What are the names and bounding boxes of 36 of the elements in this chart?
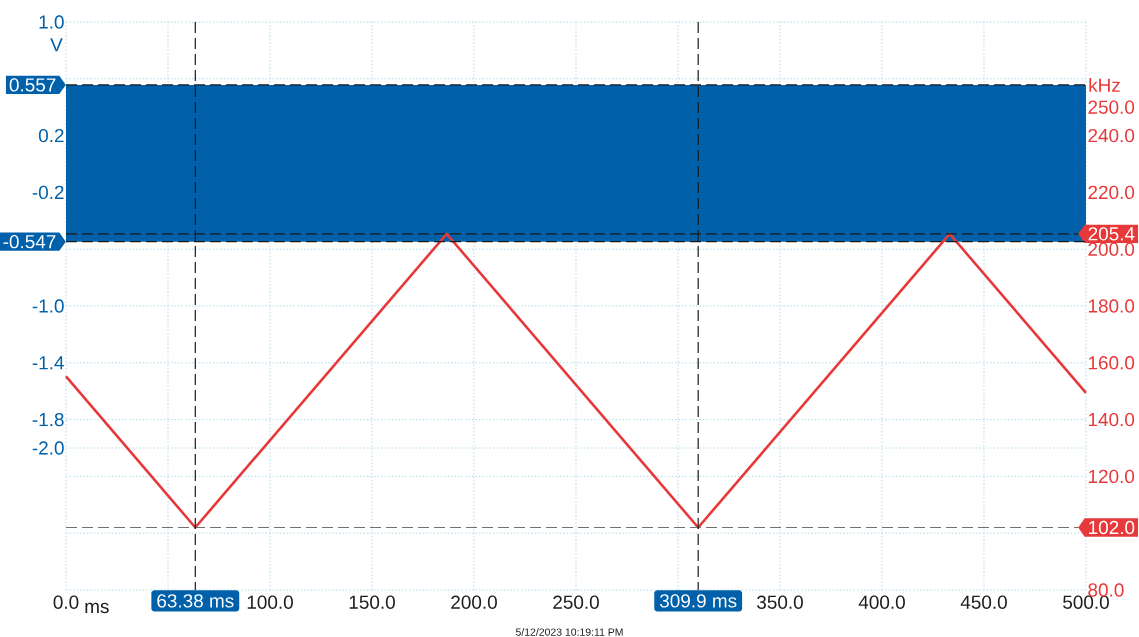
y-axis-title: V <box>50 38 63 52</box>
x-tick-label: 350.0 <box>757 595 803 609</box>
y-tick-label: -1.4 <box>32 356 64 370</box>
y2-axis-title: kHz <box>1089 78 1120 92</box>
y-tick-label: -0.2 <box>32 185 64 200</box>
x-axis-title: ms <box>85 602 109 614</box>
x-tick-label: 100.0 <box>247 595 293 609</box>
ref-line-label: 205.4 <box>1088 227 1135 241</box>
ref-line-label: -0.547 <box>3 234 56 249</box>
y-tick-label: 1.0 <box>39 15 64 29</box>
x-tick-label: 500.0 <box>1063 595 1109 609</box>
x-tick-label: 400.0 <box>858 595 905 609</box>
y-tick-label: -2.0 <box>32 441 64 455</box>
line-series <box>64 232 1088 529</box>
y-tick-label: 0.2 <box>38 128 64 143</box>
y-tick-label: -1.0 <box>32 299 64 313</box>
x-tick-label: 0.0 <box>53 595 79 609</box>
y2-tick-label: 180.0 <box>1088 299 1135 313</box>
y2-tick-label: 240.0 <box>1088 128 1135 143</box>
y2-tick-label: 200.0 <box>1088 242 1135 256</box>
y2-tick-label: 140.0 <box>1088 412 1135 427</box>
y2-tick-label: 120.0 <box>1088 469 1135 484</box>
x-tick-label: 150.0 <box>349 595 395 609</box>
y2-tick-label: 160.0 <box>1088 356 1135 370</box>
x-tick-label: 250.0 <box>553 595 599 609</box>
text: 5/12/2023 10:19:11 PM <box>515 628 623 636</box>
ref-line-label: 63.38 ms <box>157 594 234 608</box>
x-tick-label: 200.0 <box>451 595 497 609</box>
ref-line-label: 102.0 <box>1089 520 1135 535</box>
y2-tick-label: 80.0 <box>1088 583 1124 597</box>
y2-tick-label: 220.0 <box>1088 185 1135 200</box>
ref-line-label: 0.557 <box>9 78 56 92</box>
x-tick-label: 450.0 <box>960 595 1007 609</box>
y-tick-label: -1.8 <box>32 412 64 427</box>
y2-tick-label: 250.0 <box>1088 100 1135 114</box>
ref-line-label: 309.9 ms <box>659 594 737 608</box>
